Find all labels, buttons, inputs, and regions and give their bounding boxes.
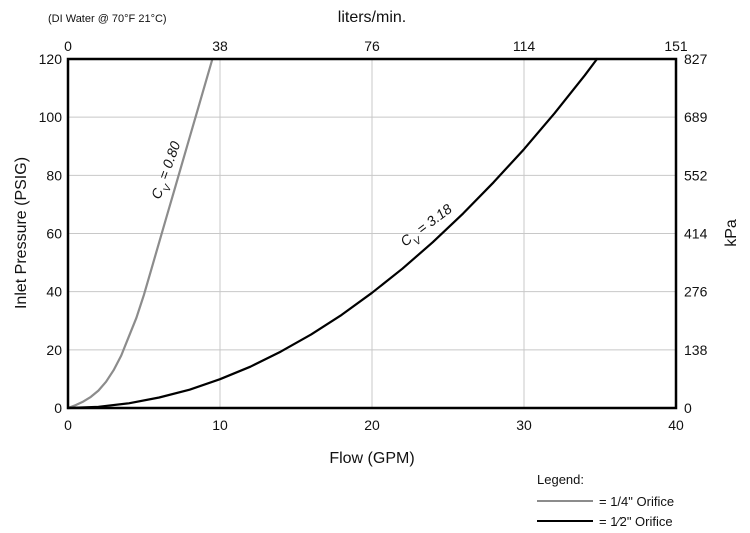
curve-label-sub: V <box>161 182 174 193</box>
y-tick-label: 100 <box>39 109 63 125</box>
grid <box>68 59 676 408</box>
top-x-tick-label: 38 <box>212 38 228 54</box>
x-axis-title: Flow (GPM) <box>329 450 414 467</box>
top-x-tick-label: 151 <box>664 38 688 54</box>
x-tick-label: 0 <box>64 417 72 433</box>
plot-frame <box>66 57 678 410</box>
x-tick-label: 30 <box>516 417 532 433</box>
right-y-tick-label: 689 <box>684 109 708 125</box>
y-tick-label: 60 <box>46 226 62 242</box>
right-y-tick-label: 0 <box>684 400 692 416</box>
y-axis-title: Inlet Pressure (PSIG) <box>13 157 30 309</box>
right-y-tick-label: 827 <box>684 51 708 67</box>
tick-labels: 0 10 20 30 400 38 76 114 15102040608010012001382… <box>39 38 708 433</box>
x-tick-label: 20 <box>364 417 380 433</box>
right-axis-title: kPa <box>723 219 740 247</box>
curve-label-value: = 0.80 <box>154 139 184 185</box>
series-line-half-orifice <box>66 57 599 410</box>
x-tick-label: 40 <box>668 417 684 433</box>
top-x-tick-label: 76 <box>364 38 380 54</box>
legend-title: Legend: <box>537 472 584 487</box>
y-tick-label: 120 <box>39 51 63 67</box>
y-tick-label: 80 <box>46 167 62 183</box>
y-tick-label: 20 <box>46 342 62 358</box>
legend-entry-half-orifice: = 1⁄2" Orifice <box>599 514 673 529</box>
series-layer <box>66 57 599 410</box>
legend-entry-quarter-orifice: = 1/4" Orifice <box>599 494 674 509</box>
right-y-tick-label: 414 <box>684 226 708 242</box>
y-tick-label: 0 <box>54 400 62 416</box>
right-y-tick-label: 138 <box>684 342 708 358</box>
top-axis-title: liters/min. <box>338 9 406 26</box>
series-line-quarter-orifice <box>66 57 214 410</box>
test-condition-note: (DI Water @ 70°F 21°C) <box>48 13 167 25</box>
x-tick-label: 10 <box>212 417 228 433</box>
right-y-tick-label: 276 <box>684 284 708 300</box>
curve-label-quarter-orifice: CV = 0.80 <box>148 139 189 203</box>
svg-text:CV = 0.80: CV = 0.80 <box>148 139 189 203</box>
top-x-tick-label: 0 <box>64 38 72 54</box>
y-tick-label: 40 <box>46 284 62 300</box>
legend: Legend: = 1/4" Orifice = 1⁄2" Orifice <box>537 472 674 529</box>
right-y-tick-label: 552 <box>684 167 708 183</box>
top-x-tick-label: 114 <box>513 38 536 54</box>
